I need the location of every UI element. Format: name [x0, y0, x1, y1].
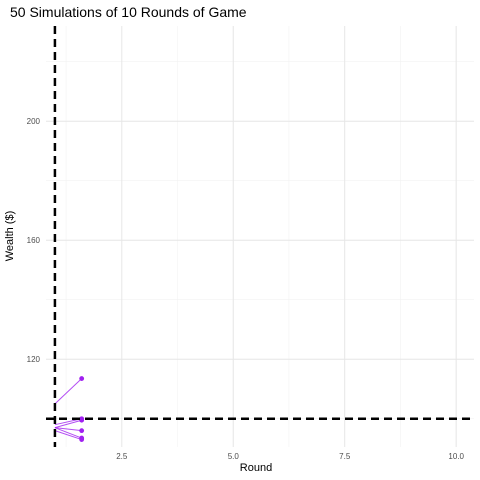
y-tick-label: 160 [27, 236, 41, 245]
reference-lines [46, 26, 474, 447]
series-line [54, 427, 82, 439]
series-line [54, 427, 82, 432]
x-axis-label: Round [240, 462, 272, 474]
series-line [54, 419, 82, 429]
axis-ticks: 2.5 5.0 7.5 10.0 120 160 200 [27, 117, 465, 461]
x-tick-label: 2.5 [116, 452, 128, 461]
series-lines [54, 376, 85, 442]
series-point [79, 437, 85, 442]
chart-title: 50 Simulations of 10 Rounds of Game [10, 4, 247, 20]
series-point [79, 376, 85, 381]
grid-lines [46, 26, 474, 447]
x-tick-label: 5.0 [228, 452, 240, 461]
y-axis-label: Wealth ($) [4, 211, 16, 262]
series-line [54, 430, 82, 441]
x-tick-label: 7.5 [339, 452, 351, 461]
series-line [54, 378, 83, 405]
x-tick-label: 10.0 [448, 452, 464, 461]
y-tick-label: 200 [27, 117, 41, 126]
series-point [79, 417, 85, 423]
series-point [79, 428, 85, 434]
y-tick-label: 120 [27, 355, 41, 364]
